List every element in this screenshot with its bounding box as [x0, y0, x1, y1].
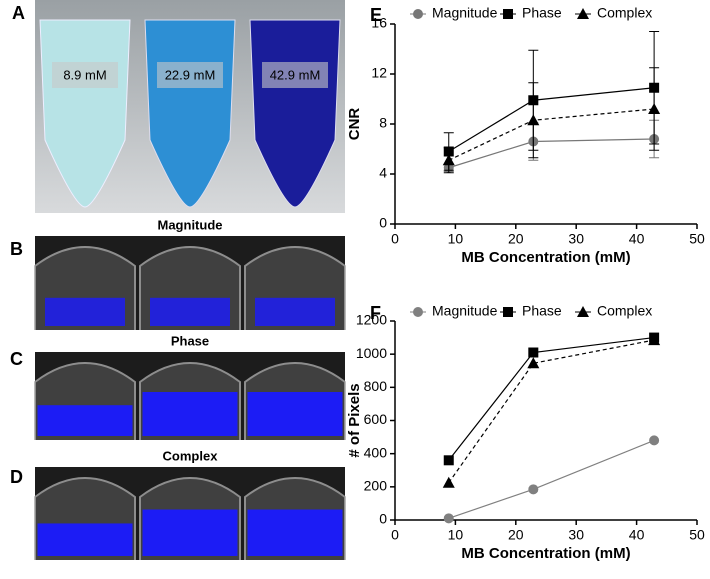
y-tick-label: 400: [364, 444, 388, 460]
legend-label: Complex: [597, 303, 652, 319]
x-tick-label: 0: [391, 527, 399, 543]
tube-label: 8.9 mM: [63, 67, 106, 82]
data-point: [442, 476, 455, 488]
series-line: [448, 439, 655, 519]
panel-label: F: [370, 303, 381, 323]
tube-label: 42.9 mM: [270, 67, 321, 82]
y-tick-label: 12: [371, 65, 387, 81]
image-title: Complex: [163, 448, 219, 463]
data-point: [648, 103, 661, 114]
signal: [142, 392, 238, 436]
x-tick-label: 40: [629, 231, 645, 247]
y-tick-label: 4: [379, 165, 387, 181]
y-tick-label: 1200: [356, 312, 387, 328]
panel-label: A: [12, 3, 25, 23]
legend-label: Magnitude: [432, 303, 498, 319]
legend-label: Magnitude: [432, 5, 498, 21]
y-tick-label: 0: [379, 215, 387, 231]
series-line: [448, 339, 655, 484]
data-point: [442, 154, 455, 166]
y-tick-label: 1000: [356, 345, 387, 361]
signal: [247, 509, 343, 556]
signal: [255, 297, 335, 326]
legend-marker: [577, 306, 589, 317]
panel-label: C: [10, 349, 23, 369]
signal: [37, 405, 133, 436]
x-axis-label: MB Concentration (mM): [461, 249, 630, 266]
x-tick-label: 10: [448, 231, 464, 247]
signal: [142, 509, 238, 556]
data-point: [527, 357, 540, 369]
x-tick-label: 30: [568, 231, 584, 247]
axes: [394, 24, 697, 225]
series-line: [448, 108, 655, 161]
series-line: [448, 336, 655, 461]
y-tick-label: 600: [364, 411, 388, 427]
legend-marker: [503, 9, 513, 19]
legend-label: Complex: [597, 5, 652, 21]
x-tick-label: 40: [629, 527, 645, 543]
x-tick-label: 50: [689, 231, 705, 247]
panel-label: E: [370, 5, 382, 25]
legend-marker: [503, 307, 513, 317]
series-line: [448, 87, 655, 153]
signal: [37, 523, 133, 556]
signal: [247, 392, 343, 436]
signal: [45, 297, 125, 326]
image-title: Magnitude: [158, 217, 223, 232]
x-tick-label: 10: [448, 527, 464, 543]
data-point: [443, 455, 454, 466]
label-box: [157, 62, 223, 88]
data-point: [528, 484, 539, 495]
y-tick-label: 200: [364, 478, 388, 494]
legend-marker: [413, 307, 423, 317]
y-axis-label: CNR: [346, 108, 363, 141]
y-axis-label: # of Pixels: [346, 383, 363, 457]
y-tick-label: 16: [371, 15, 387, 31]
x-tick-label: 50: [689, 527, 705, 543]
data-point: [649, 435, 660, 446]
series-line: [448, 138, 655, 169]
legend-label: Phase: [522, 5, 562, 21]
panel-label: D: [10, 467, 23, 487]
x-tick-label: 0: [391, 231, 399, 247]
image-title: Phase: [171, 333, 209, 348]
legend-label: Phase: [522, 303, 562, 319]
y-tick-label: 0: [379, 511, 387, 527]
data-point: [648, 334, 661, 346]
legend-marker: [413, 9, 423, 19]
data-point: [443, 513, 454, 524]
x-axis-label: MB Concentration (mM): [461, 545, 630, 562]
label-box: [262, 62, 328, 88]
panel-label: B: [10, 239, 23, 259]
tube-label: 22.9 mM: [165, 67, 216, 82]
y-tick-label: 800: [364, 378, 388, 394]
x-tick-label: 20: [508, 527, 524, 543]
x-tick-label: 30: [568, 527, 584, 543]
x-tick-label: 20: [508, 231, 524, 247]
label-box: [52, 62, 118, 88]
data-point: [528, 347, 539, 358]
data-point: [527, 114, 540, 126]
y-tick-label: 8: [379, 115, 387, 131]
legend-marker: [577, 8, 589, 19]
signal: [150, 297, 230, 326]
